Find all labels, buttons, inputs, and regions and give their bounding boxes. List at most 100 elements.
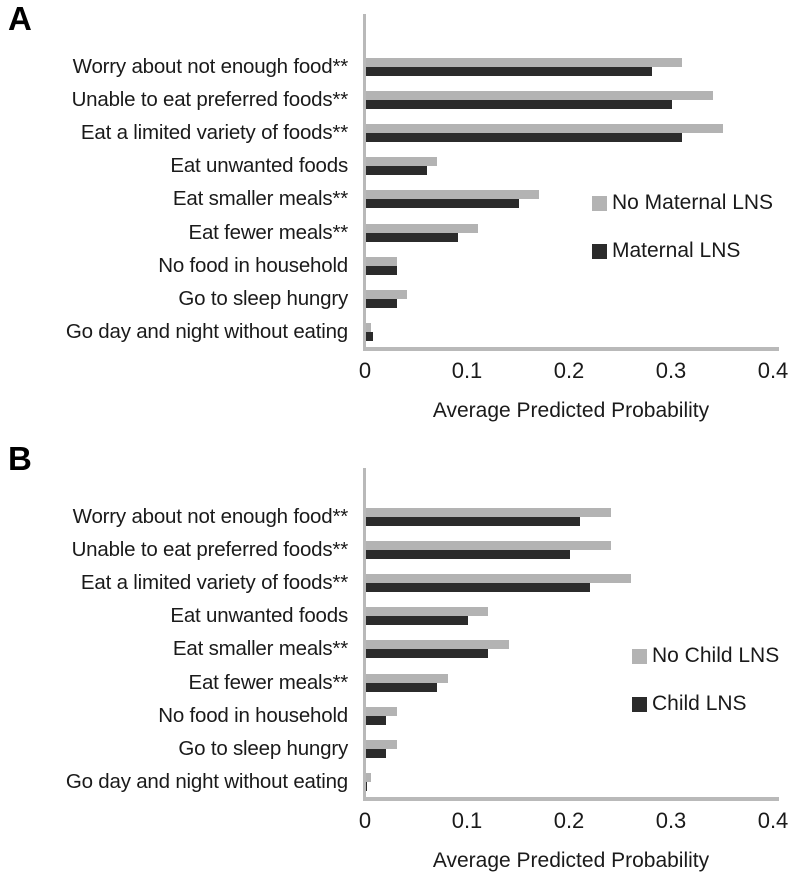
panel-a-plot-area: Worry about not enough food** Unable to e… (0, 0, 792, 440)
bar-pair (366, 666, 448, 699)
category-label: Worry about not enough food** (72, 54, 349, 78)
bar-row: Unable to eat preferred foods** (0, 533, 792, 566)
bar-row: Eat fewer meals** (0, 666, 792, 699)
bar-maternal-lns (366, 99, 672, 109)
bar-no-child-lns (366, 540, 611, 550)
bar-no-child-lns (366, 607, 489, 617)
x-axis-line (363, 797, 779, 801)
legend-swatch-maternal-lns (592, 243, 607, 259)
panel-a-letter: A (8, 0, 32, 37)
category-label: No food in household (158, 253, 348, 277)
x-tick-label: 0.2 (553, 358, 585, 383)
bar-pair (366, 216, 479, 249)
legend-label: Maternal LNS (612, 239, 741, 262)
category-label: Go day and night without eating (65, 320, 348, 344)
y-axis-line (363, 14, 366, 351)
bar-pair (366, 183, 540, 216)
category-label: Go to sleep hungry (178, 736, 348, 760)
bar-row: Eat a limited variety of foods** (0, 566, 792, 599)
bar-pair (366, 83, 713, 116)
y-axis-line (363, 468, 366, 801)
x-tick-label: 0.3 (655, 808, 687, 833)
category-label: Eat a limited variety of foods** (80, 570, 348, 594)
bar-child-lns (366, 649, 489, 659)
bar-maternal-lns (366, 298, 397, 308)
x-tick-label: 0.4 (757, 808, 789, 833)
bar-pair (366, 249, 397, 282)
bar-maternal-lns (366, 66, 652, 76)
bar-pair (366, 282, 407, 315)
bar-pair (366, 566, 632, 599)
legend-label: No Child LNS (652, 644, 780, 667)
legend-entry: Child LNS (632, 692, 747, 715)
x-tick-label: 0.3 (655, 358, 687, 383)
category-label: Eat fewer meals** (188, 670, 348, 694)
bar-row: Go to sleep hungry (0, 732, 792, 765)
x-tick-label: 0 (358, 808, 372, 833)
bar-pair (366, 600, 489, 633)
legend-swatch-no-maternal-lns (592, 195, 607, 211)
bar-pair (366, 766, 372, 799)
category-label: Eat unwanted foods (170, 604, 348, 628)
bar-no-child-lns (366, 640, 509, 650)
bar-no-maternal-lns (366, 123, 723, 133)
legend-swatch-no-child-lns (632, 648, 647, 664)
category-label: Eat fewer meals** (188, 220, 348, 244)
category-label: Eat smaller meals** (172, 637, 348, 661)
bar-pair (366, 500, 611, 533)
bar-row: Worry about not enough food** (0, 500, 792, 533)
panel-b: B Worry about not enough food** Unable to… (0, 440, 792, 881)
bar-pair (366, 699, 397, 732)
bar-pair (366, 50, 683, 83)
bar-pair (366, 116, 723, 149)
x-tick-label: 0 (358, 358, 372, 383)
x-axis-line (363, 347, 779, 351)
panel-b-plot-area: Worry about not enough food** Unable to e… (0, 440, 792, 881)
bar-row: Eat smaller meals** (0, 183, 792, 216)
bar-pair (366, 150, 438, 183)
x-axis-title: Average Predicted Probability (432, 399, 710, 422)
bar-row: Eat smaller meals** (0, 633, 792, 666)
x-tick-label: 0.4 (757, 358, 789, 383)
category-label: Eat a limited variety of foods** (80, 120, 348, 144)
bar-no-maternal-lns (366, 57, 683, 67)
bar-pair (366, 316, 374, 349)
bar-child-lns (366, 682, 438, 692)
bar-row: Eat unwanted foods (0, 600, 792, 633)
bar-row: Worry about not enough food** (0, 50, 792, 83)
bar-no-child-lns (366, 673, 448, 683)
category-label: No food in household (158, 703, 348, 727)
bar-pair (366, 732, 397, 765)
bar-row: Go day and night without eating (0, 316, 792, 349)
bar-maternal-lns (366, 166, 428, 176)
bar-no-child-lns (366, 507, 611, 517)
category-label: Worry about not enough food** (72, 504, 349, 528)
legend-label: Child LNS (652, 692, 747, 715)
legend-entry: No Maternal LNS (592, 191, 774, 214)
category-label: Go to sleep hungry (178, 286, 348, 310)
bar-row: Go to sleep hungry (0, 282, 792, 315)
bar-pair (366, 533, 611, 566)
panel-b-letter: B (8, 440, 32, 477)
bar-no-maternal-lns (366, 190, 540, 200)
bar-child-lns (366, 748, 387, 758)
bar-no-child-lns (366, 573, 632, 583)
legend-label: No Maternal LNS (612, 191, 774, 214)
category-label: Unable to eat preferred foods** (71, 537, 349, 561)
bar-child-lns (366, 516, 581, 526)
bar-pair (366, 633, 509, 666)
category-label: Eat smaller meals** (172, 187, 348, 211)
bar-no-maternal-lns (366, 157, 438, 167)
bar-row: Go day and night without eating (0, 766, 792, 799)
legend-swatch-child-lns (632, 696, 647, 712)
bar-maternal-lns (366, 199, 519, 209)
bar-row: Unable to eat preferred foods** (0, 83, 792, 116)
category-label: Go day and night without eating (65, 770, 348, 794)
bar-maternal-lns (366, 132, 683, 142)
bar-child-lns (366, 782, 368, 792)
bar-row: Eat unwanted foods (0, 150, 792, 183)
bar-child-lns (366, 582, 591, 592)
bar-no-maternal-lns (366, 323, 372, 333)
bar-row: Eat a limited variety of foods** (0, 116, 792, 149)
panel-a: A Worry about not enough food** Unable to… (0, 0, 792, 440)
